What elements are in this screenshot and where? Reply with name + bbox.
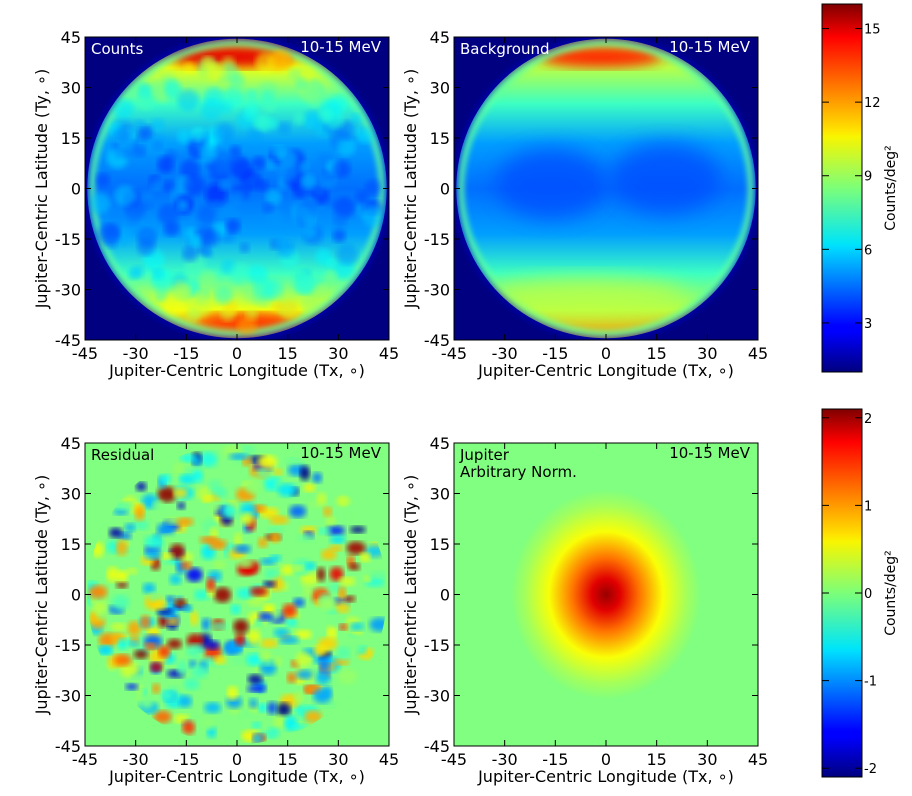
y-tick-label: 30 [61, 79, 81, 98]
x-tick-label: -45 [72, 750, 98, 769]
x-tick-label: -30 [123, 750, 149, 769]
colorbar-tick-label: 12 [864, 96, 881, 111]
y-tick-label: -15 [55, 230, 81, 249]
colorbar-tick-label: -1 [864, 675, 877, 690]
x-tick-label: 0 [601, 750, 611, 769]
colorbar-1: 3 6 9 12 15 Counts/deg² [821, 3, 899, 373]
colorbar-tick-label: 0 [864, 587, 872, 602]
y-tick-label: -30 [424, 687, 450, 706]
x-tick-label: 0 [232, 750, 242, 769]
x-tick-label: 30 [697, 344, 717, 363]
x-tick-label: 0 [232, 344, 242, 363]
x-tick-label: -15 [173, 344, 199, 363]
x-tick-label: -15 [173, 750, 199, 769]
y-tick-label: 15 [430, 535, 450, 554]
colorbar-label: Counts/deg² [883, 145, 899, 231]
x-tick-label: -30 [492, 750, 518, 769]
y-tick-label: -30 [55, 687, 81, 706]
colorbar-2: -2 -1 0 1 2 Counts/deg² [821, 408, 899, 778]
y-tick-label: -45 [424, 331, 450, 350]
x-tick-label: -45 [72, 344, 98, 363]
y-tick-label: 45 [61, 434, 81, 453]
y-tick-label: -15 [424, 230, 450, 249]
colorbar-tick-label: 9 [864, 170, 872, 185]
panel-label: Jupiter [459, 446, 510, 464]
y-tick-label: 0 [440, 586, 450, 605]
y-tick-label: 15 [430, 129, 450, 148]
y-tick-label: 45 [430, 434, 450, 453]
panel-2: -45 -30 -15 0 15 30 45 -45 -30 -15 0 15 30 45 Jupiter-… [401, 28, 768, 380]
y-tick-label: -30 [424, 281, 450, 300]
y-tick-label: -15 [424, 636, 450, 655]
y-tick-label: 30 [61, 485, 81, 504]
colorbar-gradient [821, 3, 863, 373]
y-axis-label: Jupiter-Centric Latitude (Ty, ∘) [401, 69, 420, 310]
y-tick-label: -45 [55, 737, 81, 756]
colorbar-tick-label: 2 [864, 412, 872, 427]
colorbar-tick-label: 6 [864, 243, 872, 258]
x-tick-label: -45 [441, 344, 467, 363]
y-tick-label: 15 [61, 535, 81, 554]
y-tick-label: -15 [55, 636, 81, 655]
colorbar-tick-label: 1 [864, 499, 872, 514]
y-axis-label: Jupiter-Centric Latitude (Ty, ∘) [401, 475, 420, 716]
x-axis-label: Jupiter-Centric Longitude (Tx, ∘) [108, 767, 365, 786]
y-tick-label: -45 [55, 331, 81, 350]
y-axis-label: Jupiter-Centric Latitude (Ty, ∘) [32, 69, 51, 310]
panel-label: Residual [91, 446, 154, 464]
panel-label: Background [460, 40, 550, 58]
panel-1: -45 -30 -15 0 15 30 45 -45 -30 -15 0 15 30 45 Jupiter-… [32, 28, 399, 380]
x-tick-label: 30 [328, 750, 348, 769]
x-tick-label: 30 [328, 344, 348, 363]
x-tick-label: -15 [542, 750, 568, 769]
x-tick-label: 30 [697, 750, 717, 769]
x-tick-label: 15 [646, 750, 666, 769]
energy-label: 10-15 MeV [669, 38, 751, 56]
panel-3: -45 -30 -15 0 15 30 45 -45 -30 -15 0 15 30 45 Jupiter-… [32, 434, 399, 786]
panel-label: Arbitrary Norm. [460, 463, 577, 481]
jupiter-source-blob [511, 489, 701, 700]
x-tick-label: 45 [748, 750, 768, 769]
y-tick-label: 0 [71, 180, 81, 199]
x-tick-label: -15 [542, 344, 568, 363]
x-tick-label: 15 [646, 344, 666, 363]
x-axis-label: Jupiter-Centric Longitude (Tx, ∘) [108, 361, 365, 380]
x-tick-label: -30 [492, 344, 518, 363]
x-tick-label: -30 [123, 344, 149, 363]
energy-label: 10-15 MeV [669, 444, 751, 462]
x-tick-label: 45 [748, 344, 768, 363]
x-axis-label: Jupiter-Centric Longitude (Tx, ∘) [477, 767, 734, 786]
x-tick-label: 15 [277, 750, 297, 769]
colorbar-label: Counts/deg² [883, 550, 899, 636]
y-tick-label: 15 [61, 129, 81, 148]
panel-label: Counts [91, 40, 144, 58]
y-tick-label: 0 [440, 180, 450, 199]
colorbar-tick-label: 15 [864, 23, 881, 38]
colorbar-tick-label: -2 [864, 762, 877, 777]
x-tick-label: 45 [379, 344, 399, 363]
energy-label: 10-15 MeV [300, 444, 382, 462]
y-tick-label: -30 [55, 281, 81, 300]
x-tick-label: 45 [379, 750, 399, 769]
panel-4: -45 -30 -15 0 15 30 45 -45 -30 -15 0 15 30 45 Jupiter-… [401, 434, 768, 786]
energy-label: 10-15 MeV [300, 38, 382, 56]
y-axis-label: Jupiter-Centric Latitude (Ty, ∘) [32, 475, 51, 716]
y-tick-label: -45 [424, 737, 450, 756]
x-tick-label: 15 [277, 344, 297, 363]
y-tick-label: 0 [71, 586, 81, 605]
y-tick-label: 30 [430, 485, 450, 504]
x-axis-label: Jupiter-Centric Longitude (Tx, ∘) [477, 361, 734, 380]
y-tick-label: 30 [430, 79, 450, 98]
y-tick-label: 45 [430, 28, 450, 47]
x-tick-label: 0 [601, 344, 611, 363]
x-tick-label: -45 [441, 750, 467, 769]
colorbar-tick-label: 3 [864, 317, 872, 332]
y-tick-label: 45 [61, 28, 81, 47]
